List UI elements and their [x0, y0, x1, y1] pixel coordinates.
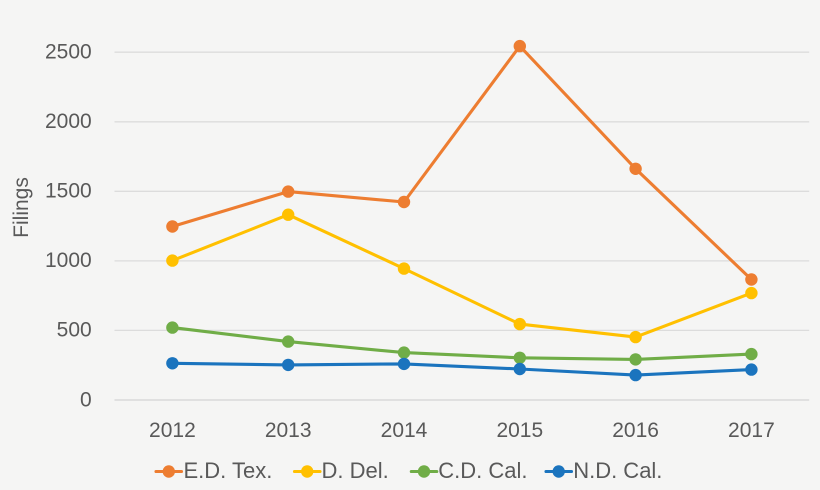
svg-text:N.D. Cal.: N.D. Cal. — [573, 458, 662, 483]
svg-text:2014: 2014 — [381, 419, 428, 442]
svg-text:2013: 2013 — [265, 419, 312, 442]
svg-text:2500: 2500 — [45, 41, 92, 64]
svg-text:0: 0 — [80, 388, 92, 411]
svg-text:C.D. Cal.: C.D. Cal. — [438, 458, 527, 483]
svg-text:D. Del.: D. Del. — [322, 458, 389, 483]
svg-text:1500: 1500 — [45, 180, 92, 203]
svg-text:1000: 1000 — [45, 249, 92, 272]
svg-text:2017: 2017 — [728, 419, 775, 442]
svg-text:E.D. Tex.: E.D. Tex. — [184, 458, 273, 483]
svg-text:2016: 2016 — [612, 419, 659, 442]
svg-text:Filings: Filings — [10, 177, 33, 238]
svg-text:500: 500 — [57, 319, 92, 342]
svg-text:2015: 2015 — [496, 419, 543, 442]
svg-text:2000: 2000 — [45, 110, 92, 133]
svg-text:2012: 2012 — [149, 419, 196, 442]
